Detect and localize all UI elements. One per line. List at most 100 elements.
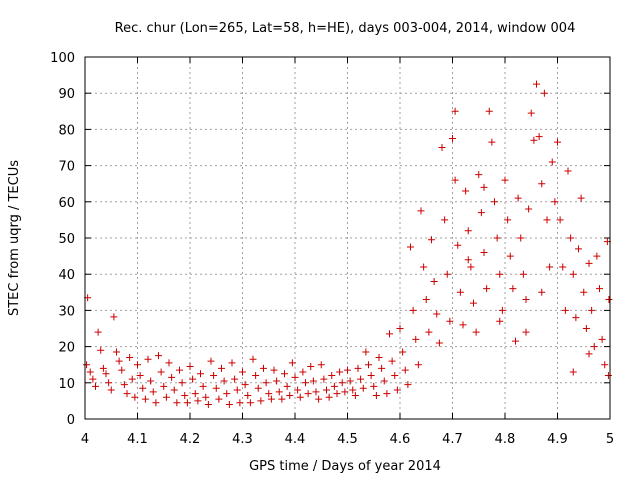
data-point <box>333 390 341 398</box>
data-point <box>278 395 286 403</box>
data-point <box>449 134 456 142</box>
data-point <box>580 288 588 296</box>
x-tick-label: 5 <box>606 432 614 447</box>
data-point <box>546 263 554 271</box>
data-point <box>354 364 362 372</box>
data-point <box>564 167 572 175</box>
x-tick-label: 4.3 <box>232 432 253 447</box>
data-point <box>107 386 115 394</box>
grid-lines <box>85 57 610 419</box>
x-tick-label: 4.8 <box>495 432 516 447</box>
data-point <box>530 136 538 144</box>
data-point <box>433 310 441 318</box>
data-point <box>588 306 596 314</box>
data-point <box>281 370 288 378</box>
data-point <box>475 171 483 179</box>
data-point <box>548 158 556 166</box>
data-point <box>160 382 168 390</box>
x-tick-label: 4.5 <box>337 432 358 447</box>
data-point <box>136 372 144 380</box>
data-point <box>388 357 396 365</box>
data-point <box>270 366 278 374</box>
data-point <box>409 306 417 314</box>
data-point <box>604 372 612 380</box>
data-point <box>512 337 519 345</box>
data-point <box>393 386 401 394</box>
data-point <box>233 386 241 394</box>
data-point <box>456 288 464 296</box>
data-point <box>291 373 299 381</box>
data-point <box>191 390 199 398</box>
y-tick-label: 20 <box>58 341 75 356</box>
data-point <box>517 234 525 242</box>
data-point <box>365 361 372 369</box>
data-point <box>147 377 155 385</box>
x-tick-label: 4.1 <box>127 432 148 447</box>
data-point <box>462 187 470 195</box>
data-point <box>204 401 212 409</box>
data-point <box>551 198 559 206</box>
data-point <box>302 379 309 387</box>
data-point <box>155 352 162 360</box>
data-point <box>134 361 141 369</box>
data-point <box>412 335 420 343</box>
data-point <box>430 277 438 285</box>
data-point <box>459 321 467 329</box>
data-point <box>396 325 404 332</box>
data-point <box>380 377 388 385</box>
y-tick-label: 100 <box>50 51 75 66</box>
data-point <box>543 216 551 224</box>
data-point <box>168 373 176 381</box>
data-point <box>126 353 134 361</box>
data-point <box>540 89 548 97</box>
data-point <box>375 353 383 361</box>
data-point <box>378 364 386 372</box>
data-point <box>485 107 493 115</box>
data-point <box>575 245 582 253</box>
data-point <box>317 361 325 369</box>
data-point <box>307 363 315 371</box>
data-point <box>605 296 613 304</box>
data-point <box>417 207 425 215</box>
data-point <box>189 375 197 383</box>
y-tick-label: 10 <box>58 377 75 392</box>
data-point <box>522 296 530 304</box>
x-tick-label: 4.2 <box>180 432 201 447</box>
data-point <box>128 375 136 383</box>
data-point <box>585 350 593 358</box>
data-point <box>601 361 609 369</box>
data-point <box>341 388 349 396</box>
data-point <box>498 306 506 314</box>
y-tick-labels: 0 10 20 30 40 50 60 70 80 90 100 <box>50 51 75 428</box>
data-point <box>491 198 498 206</box>
chart-title: Rec. chur (Lon=265, Lat=58, h=HE), days … <box>115 21 576 36</box>
data-point <box>113 348 120 356</box>
x-axis-label: GPS time / Days of year 2014 <box>249 459 441 474</box>
data-point <box>249 355 257 363</box>
data-point <box>273 377 281 385</box>
data-point <box>173 399 181 407</box>
data-point <box>556 216 564 224</box>
data-point <box>152 399 160 407</box>
data-point <box>325 393 333 401</box>
data-point <box>296 393 304 401</box>
data-point <box>359 384 367 392</box>
data-point <box>260 364 267 372</box>
x-tick-label: 4.9 <box>547 432 568 447</box>
data-point <box>572 314 580 322</box>
data-point <box>488 138 496 146</box>
data-point <box>228 359 236 367</box>
data-point <box>83 361 91 369</box>
data-point <box>438 144 446 151</box>
data-point <box>344 366 351 374</box>
data-point <box>312 388 320 396</box>
data-point <box>330 382 338 390</box>
data-point <box>241 381 249 389</box>
data-point <box>401 366 409 374</box>
data-point <box>157 368 165 376</box>
data-point <box>567 234 575 242</box>
data-point <box>538 288 546 296</box>
data-point <box>244 391 252 399</box>
data-point <box>254 384 262 392</box>
data-point <box>123 390 131 398</box>
